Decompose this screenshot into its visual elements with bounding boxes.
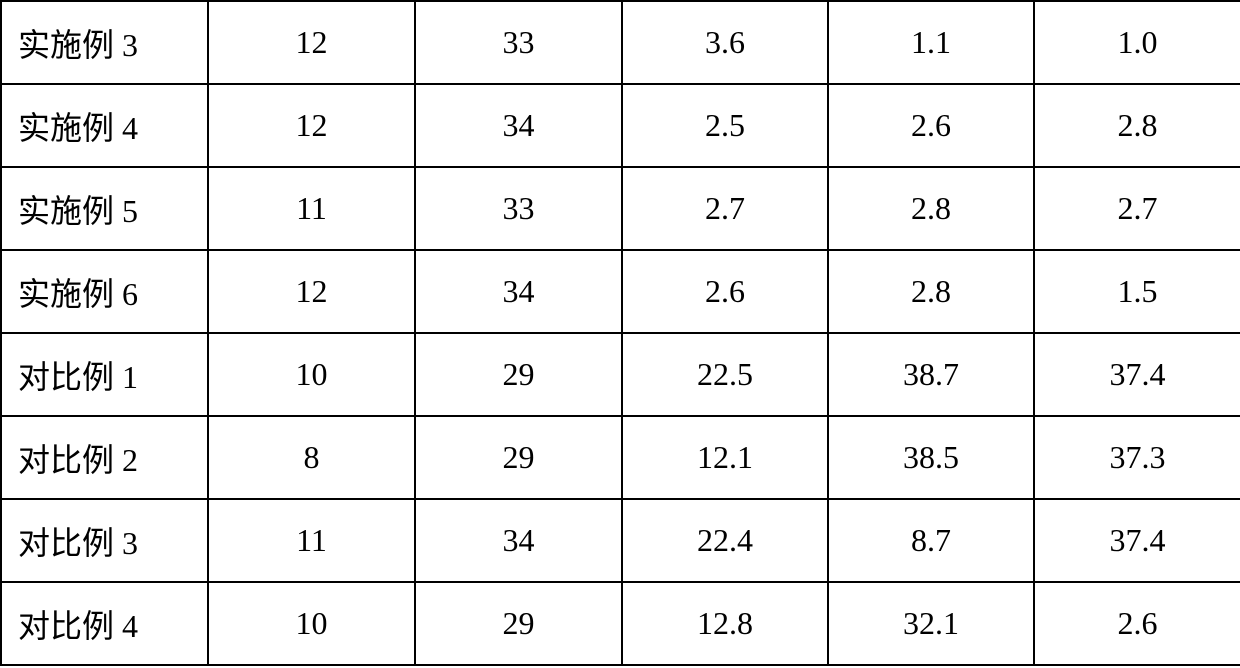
cell: 29 bbox=[415, 333, 622, 416]
row-label: 对比例 3 bbox=[1, 499, 208, 582]
cell: 2.8 bbox=[1034, 84, 1240, 167]
table-row: 实施例 5 11 33 2.7 2.8 2.7 bbox=[1, 167, 1240, 250]
row-label: 对比例 4 bbox=[1, 582, 208, 665]
cell: 12 bbox=[208, 84, 415, 167]
cell: 37.4 bbox=[1034, 333, 1240, 416]
cell: 12 bbox=[208, 250, 415, 333]
row-label: 实施例 5 bbox=[1, 167, 208, 250]
cell: 12 bbox=[208, 1, 415, 84]
table-row: 对比例 3 11 34 22.4 8.7 37.4 bbox=[1, 499, 1240, 582]
cell: 29 bbox=[415, 582, 622, 665]
cell: 37.3 bbox=[1034, 416, 1240, 499]
row-label: 实施例 4 bbox=[1, 84, 208, 167]
cell: 2.6 bbox=[622, 250, 828, 333]
cell: 10 bbox=[208, 333, 415, 416]
table-body: 实施例 3 12 33 3.6 1.1 1.0 实施例 4 12 34 2.5 … bbox=[1, 1, 1240, 665]
cell: 32.1 bbox=[828, 582, 1034, 665]
cell: 12.1 bbox=[622, 416, 828, 499]
cell: 8.7 bbox=[828, 499, 1034, 582]
table-row: 实施例 3 12 33 3.6 1.1 1.0 bbox=[1, 1, 1240, 84]
cell: 33 bbox=[415, 167, 622, 250]
cell: 12.8 bbox=[622, 582, 828, 665]
cell: 11 bbox=[208, 167, 415, 250]
row-label: 对比例 1 bbox=[1, 333, 208, 416]
cell: 2.7 bbox=[622, 167, 828, 250]
cell: 2.8 bbox=[828, 250, 1034, 333]
cell: 11 bbox=[208, 499, 415, 582]
cell: 1.5 bbox=[1034, 250, 1240, 333]
cell: 37.4 bbox=[1034, 499, 1240, 582]
cell: 38.5 bbox=[828, 416, 1034, 499]
cell: 34 bbox=[415, 84, 622, 167]
cell: 2.7 bbox=[1034, 167, 1240, 250]
cell: 2.5 bbox=[622, 84, 828, 167]
cell: 33 bbox=[415, 1, 622, 84]
cell: 2.8 bbox=[828, 167, 1034, 250]
cell: 38.7 bbox=[828, 333, 1034, 416]
cell: 1.1 bbox=[828, 1, 1034, 84]
row-label: 对比例 2 bbox=[1, 416, 208, 499]
data-table: 实施例 3 12 33 3.6 1.1 1.0 实施例 4 12 34 2.5 … bbox=[0, 0, 1240, 666]
table-row: 实施例 4 12 34 2.5 2.6 2.8 bbox=[1, 84, 1240, 167]
cell: 29 bbox=[415, 416, 622, 499]
cell: 34 bbox=[415, 499, 622, 582]
cell: 34 bbox=[415, 250, 622, 333]
table-row: 对比例 2 8 29 12.1 38.5 37.3 bbox=[1, 416, 1240, 499]
table-row: 实施例 6 12 34 2.6 2.8 1.5 bbox=[1, 250, 1240, 333]
row-label: 实施例 6 bbox=[1, 250, 208, 333]
table-row: 对比例 1 10 29 22.5 38.7 37.4 bbox=[1, 333, 1240, 416]
cell: 1.0 bbox=[1034, 1, 1240, 84]
cell: 8 bbox=[208, 416, 415, 499]
cell: 22.4 bbox=[622, 499, 828, 582]
cell: 2.6 bbox=[828, 84, 1034, 167]
table-row: 对比例 4 10 29 12.8 32.1 2.6 bbox=[1, 582, 1240, 665]
cell: 3.6 bbox=[622, 1, 828, 84]
cell: 10 bbox=[208, 582, 415, 665]
row-label: 实施例 3 bbox=[1, 1, 208, 84]
cell: 22.5 bbox=[622, 333, 828, 416]
cell: 2.6 bbox=[1034, 582, 1240, 665]
